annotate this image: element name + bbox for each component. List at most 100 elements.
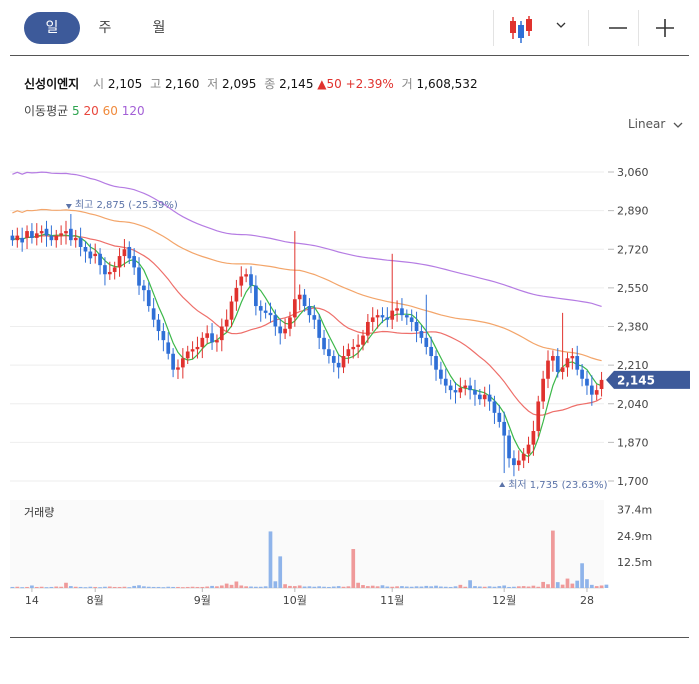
candle[interactable] [434, 350, 438, 381]
candle[interactable] [20, 227, 25, 252]
zoom-out-button[interactable] [602, 12, 634, 44]
candle[interactable] [487, 384, 492, 411]
candle[interactable] [331, 350, 336, 373]
candle[interactable] [224, 309, 229, 333]
candle[interactable] [156, 314, 161, 341]
candle[interactable] [98, 248, 102, 275]
candle[interactable] [307, 298, 312, 323]
candle[interactable] [107, 261, 112, 280]
candle[interactable] [268, 302, 273, 323]
candle[interactable] [585, 370, 589, 395]
candle[interactable] [151, 298, 156, 328]
candle[interactable] [575, 345, 580, 376]
candle[interactable] [458, 377, 463, 399]
candle[interactable] [219, 318, 224, 352]
candle[interactable] [78, 227, 83, 257]
candle[interactable] [516, 450, 521, 471]
candle[interactable] [380, 307, 385, 324]
candle[interactable] [448, 379, 453, 400]
candle[interactable] [526, 436, 531, 464]
candle[interactable] [424, 294, 429, 355]
candle[interactable] [370, 307, 375, 332]
candle[interactable] [44, 220, 49, 247]
candle[interactable] [565, 352, 570, 377]
candle[interactable] [492, 395, 497, 424]
candle[interactable] [185, 345, 190, 364]
candle[interactable] [351, 338, 356, 359]
candle[interactable] [25, 225, 29, 250]
candle[interactable] [34, 223, 39, 246]
candle[interactable] [375, 309, 380, 329]
candle[interactable] [239, 266, 244, 297]
ma20-legend[interactable]: 20 [83, 104, 99, 118]
chart-type-button[interactable] [505, 12, 575, 44]
candle[interactable] [341, 345, 346, 374]
candle[interactable] [83, 241, 88, 263]
ma5-legend[interactable]: 5 [72, 104, 80, 118]
candle[interactable] [132, 248, 137, 275]
price-chart[interactable]: 3,060 2,890 2,720 2,550 2,380 2,210 2,040 1,870… [0, 127, 699, 637]
candle[interactable] [146, 282, 151, 312]
candle[interactable] [536, 395, 541, 437]
candle[interactable] [599, 371, 604, 397]
candle[interactable] [327, 338, 331, 364]
candle[interactable] [176, 359, 180, 379]
candle[interactable] [419, 325, 424, 344]
candle[interactable] [215, 334, 219, 352]
candle[interactable] [122, 239, 127, 268]
candle[interactable] [366, 314, 370, 344]
candle[interactable] [385, 307, 390, 328]
candle[interactable] [560, 312, 565, 380]
candle[interactable] [439, 361, 443, 385]
candle[interactable] [409, 309, 414, 332]
candle[interactable] [64, 220, 68, 245]
candle[interactable] [166, 332, 171, 360]
candle[interactable] [312, 304, 317, 329]
candle[interactable] [521, 448, 526, 469]
candle[interactable] [453, 382, 458, 404]
candle[interactable] [302, 289, 307, 312]
candle[interactable] [103, 257, 107, 286]
candle[interactable] [497, 404, 502, 428]
candle[interactable] [404, 309, 409, 325]
candle[interactable] [30, 223, 34, 244]
tab-day[interactable]: 일 [24, 12, 80, 44]
candle[interactable] [473, 379, 477, 406]
candle[interactable] [171, 348, 175, 378]
candle[interactable] [69, 214, 73, 246]
tab-month[interactable]: 월 [152, 20, 166, 36]
candle[interactable] [336, 354, 341, 379]
candle[interactable] [288, 311, 292, 337]
candle[interactable] [54, 229, 59, 248]
candle[interactable] [551, 350, 555, 372]
candle[interactable] [263, 302, 268, 319]
candle[interactable] [390, 253, 395, 329]
candle[interactable] [570, 348, 575, 370]
candle[interactable] [127, 241, 132, 265]
candle[interactable] [137, 257, 141, 295]
candle[interactable] [49, 225, 54, 246]
candle[interactable] [244, 268, 248, 283]
candle[interactable] [283, 318, 287, 339]
candle[interactable] [346, 343, 351, 364]
candle[interactable] [395, 300, 399, 322]
candle[interactable] [317, 314, 322, 349]
candle[interactable] [73, 229, 78, 248]
candle[interactable] [502, 411, 507, 474]
candle[interactable] [594, 384, 599, 401]
candle[interactable] [229, 295, 234, 328]
candle[interactable] [88, 243, 93, 265]
zoom-in-button[interactable] [649, 12, 681, 44]
candle[interactable] [15, 227, 20, 248]
scale-selector[interactable]: Linear [628, 117, 684, 131]
candle[interactable] [117, 248, 122, 277]
candle[interactable] [161, 323, 166, 352]
candle[interactable] [589, 375, 594, 406]
candle[interactable] [258, 300, 263, 322]
candle[interactable] [414, 311, 419, 343]
candle[interactable] [59, 225, 63, 245]
candle[interactable] [361, 329, 365, 351]
candle[interactable] [180, 348, 185, 379]
candle[interactable] [443, 368, 448, 394]
candle[interactable] [10, 229, 15, 246]
